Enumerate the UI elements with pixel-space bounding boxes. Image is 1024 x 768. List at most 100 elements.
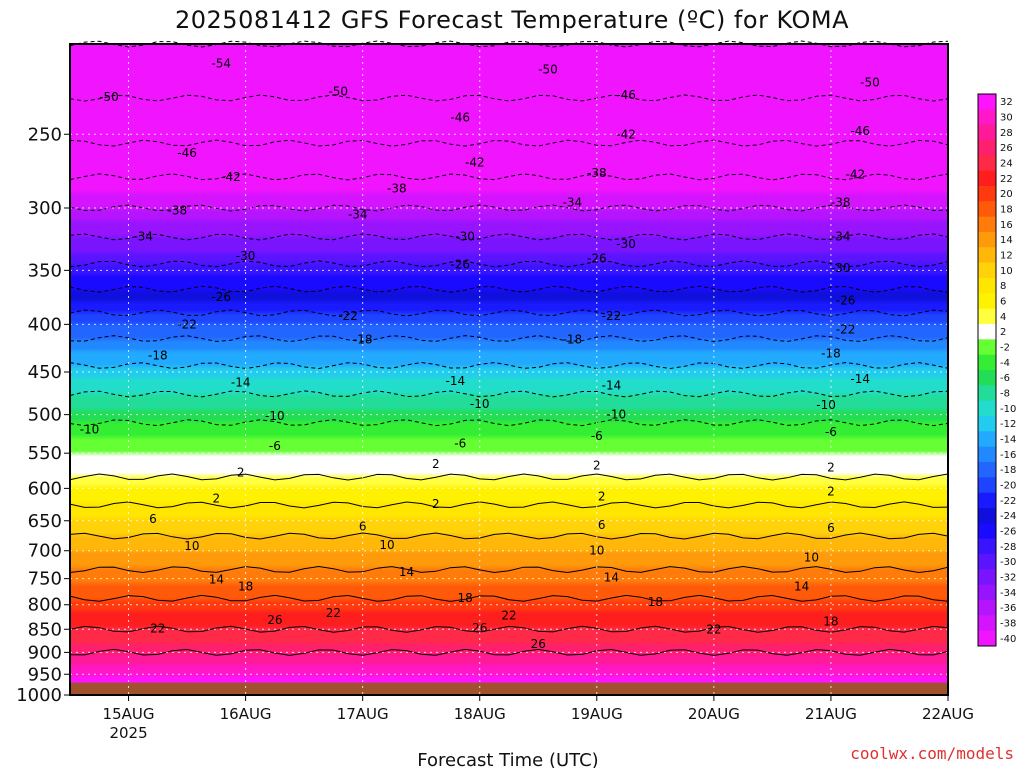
contour-label: 2 xyxy=(827,461,835,475)
y-tick-label: 750 xyxy=(28,569,62,590)
x-tick-label: 20AUG xyxy=(688,705,740,723)
colorbar-label: -40 xyxy=(1000,634,1016,645)
colorbar-label: -12 xyxy=(1000,419,1016,430)
isotherm-line xyxy=(69,309,949,317)
contour-label: -38 xyxy=(387,182,407,196)
colorbar-swatch xyxy=(978,400,996,417)
colorbar-swatch xyxy=(978,416,996,432)
contour-label: 10 xyxy=(804,551,819,565)
colorbar-label: -32 xyxy=(1000,573,1016,584)
isotherm-line xyxy=(69,390,949,398)
site-credit: coolwx.com/models xyxy=(850,744,1014,763)
y-tick-label: 350 xyxy=(28,260,62,281)
contour-label: -38 xyxy=(168,204,188,218)
contour-label: -34 xyxy=(831,230,851,244)
colorbar-swatch xyxy=(978,201,996,218)
colorbar-swatch xyxy=(978,232,996,248)
contour-label: -46 xyxy=(616,88,636,102)
contour-label: -50 xyxy=(860,76,880,90)
contour-label: 26 xyxy=(472,621,487,635)
y-tick-label: 600 xyxy=(28,478,62,499)
y-tick-label: 550 xyxy=(28,443,62,464)
isotherm-line xyxy=(69,94,949,102)
y-tick-label: 1000 xyxy=(16,685,62,706)
contour-label: -42 xyxy=(221,170,241,184)
x-tick-sublabel: 2025 xyxy=(109,724,147,742)
colorbar: 32 30 28 26 24 22 20 18 16 14 12 10 8 6 4 2 -2 -4 -6 -8 -10 -… xyxy=(977,93,1016,647)
contour-label: -6 xyxy=(454,437,466,451)
colorbar-label: 26 xyxy=(1000,143,1013,154)
isotherm-line xyxy=(69,625,949,633)
contour-label: 2 xyxy=(213,491,221,505)
contour-label: -26 xyxy=(450,258,470,272)
x-tick-label: 19AUG xyxy=(571,705,623,723)
colorbar-label: 18 xyxy=(1000,205,1013,216)
colorbar-swatch xyxy=(978,339,996,356)
contour-label: 18 xyxy=(238,580,253,594)
colorbar-swatch xyxy=(978,308,996,325)
x-tick-label: 18AUG xyxy=(454,705,506,723)
contour-label: -50 xyxy=(328,85,348,99)
colorbar-swatch xyxy=(978,508,996,524)
contour-label: -18 xyxy=(821,347,841,361)
contour-label: -22 xyxy=(338,309,358,323)
colorbar-label: -20 xyxy=(1000,481,1016,492)
isotherm-line xyxy=(69,565,949,574)
y-tick-label: 450 xyxy=(28,362,62,383)
chart-title: 2025081412 GFS Forecast Temperature (ºC)… xyxy=(175,6,849,34)
contour-label: -30 xyxy=(236,249,256,263)
contour-label: -46 xyxy=(450,111,470,125)
y-tick-label: 650 xyxy=(28,511,62,532)
colorbar-swatch xyxy=(978,247,996,264)
colorbar-label: 24 xyxy=(1000,159,1013,170)
contour-label: -18 xyxy=(353,332,373,346)
colorbar-swatch xyxy=(978,446,996,463)
contour-label: -14 xyxy=(850,372,870,386)
colorbar-label: -30 xyxy=(1000,557,1016,568)
contour-label: 2 xyxy=(432,457,440,471)
contour-label: 2 xyxy=(827,485,835,499)
y-tick-label: 400 xyxy=(28,314,62,335)
contour-label: 26 xyxy=(531,637,546,651)
colorbar-swatch xyxy=(978,431,996,448)
contour-label: 2 xyxy=(593,458,601,472)
colorbar-swatch xyxy=(978,538,996,555)
y-tick-label: 700 xyxy=(28,541,62,562)
contour-label: -26 xyxy=(211,290,231,304)
colorbar-swatch xyxy=(978,324,996,340)
colorbar-swatch xyxy=(978,600,996,616)
colorbar-swatch xyxy=(978,584,996,601)
colorbar-swatch xyxy=(978,155,996,172)
contour-label: 22 xyxy=(501,609,516,623)
y-tick-label: 300 xyxy=(28,198,62,219)
contour-label: 18 xyxy=(823,615,838,629)
colorbar-label: -18 xyxy=(1000,465,1016,476)
colorbar-label: -14 xyxy=(1000,435,1016,446)
isotherm-line xyxy=(69,594,949,602)
isotherm-line xyxy=(69,648,949,656)
colorbar-label: 2 xyxy=(1000,327,1006,338)
x-tick-label: 17AUG xyxy=(337,705,389,723)
contour-label: 14 xyxy=(794,580,809,594)
colorbar-label: 28 xyxy=(1000,128,1013,139)
contour-label: -18 xyxy=(148,349,168,363)
colorbar-swatch xyxy=(978,477,996,494)
colorbar-swatch xyxy=(978,124,996,141)
colorbar-label: -10 xyxy=(1000,404,1016,415)
contour-label: 18 xyxy=(648,595,663,609)
colorbar-swatch xyxy=(978,615,996,632)
contour-label: 14 xyxy=(399,565,414,579)
y-tick-label: 500 xyxy=(28,405,62,426)
contour-label: -10 xyxy=(607,408,627,422)
contour-label: 10 xyxy=(379,538,394,552)
isotherm-line xyxy=(69,173,949,181)
y-tick-label: 250 xyxy=(28,124,62,145)
plot-frame xyxy=(69,43,949,696)
ground-surface xyxy=(70,682,948,695)
contour-label: -42 xyxy=(846,167,866,181)
contour-label: 10 xyxy=(184,539,199,553)
colorbar-label: -24 xyxy=(1000,511,1016,522)
colorbar-label: -22 xyxy=(1000,496,1016,507)
contour-label: 22 xyxy=(326,606,341,620)
